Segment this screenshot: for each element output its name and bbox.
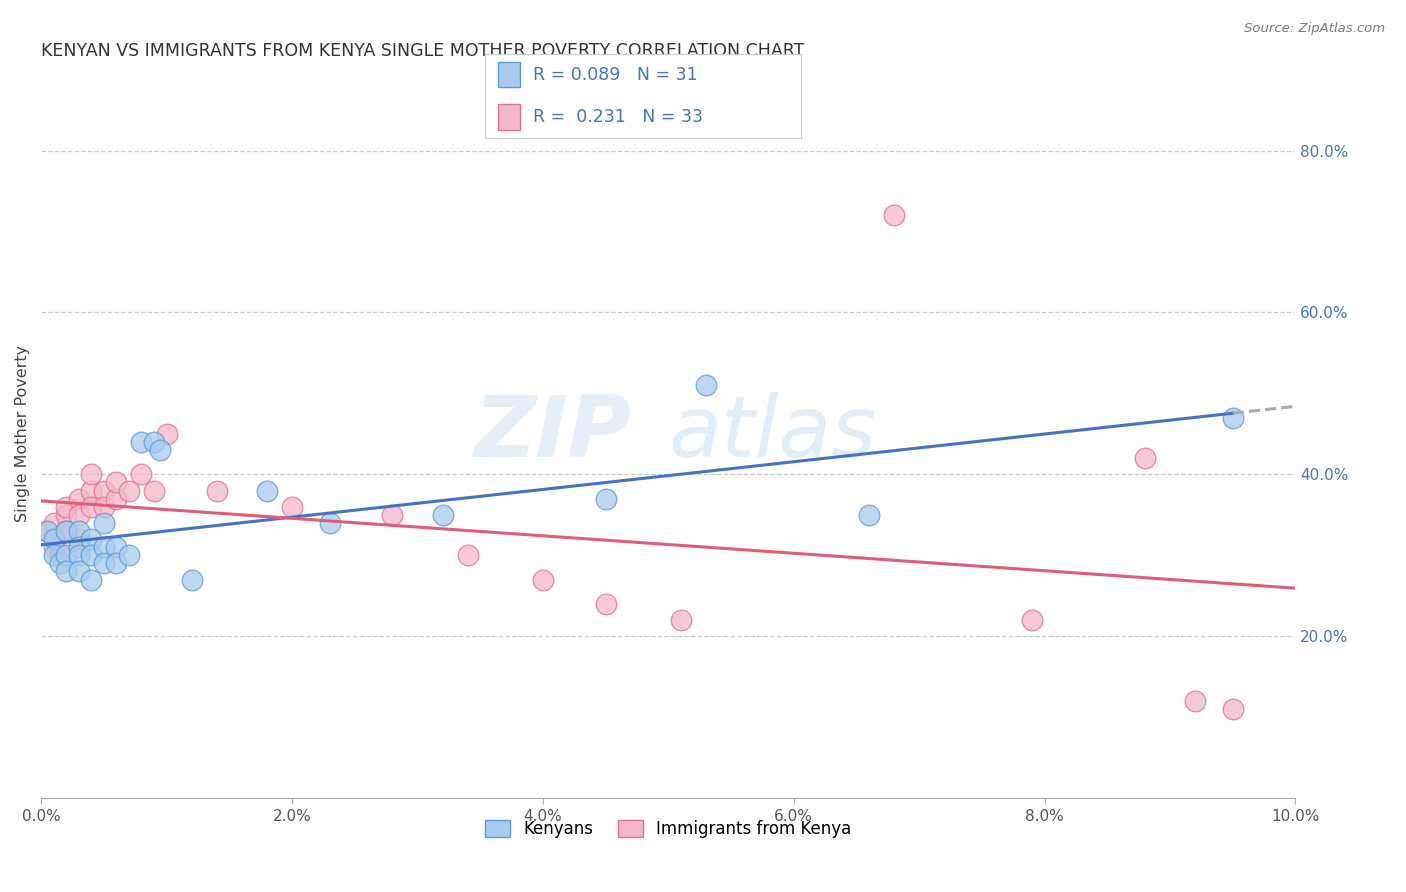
Point bbox=[80, 549, 103, 563]
Bar bbox=[498, 104, 520, 130]
Point bbox=[595, 597, 617, 611]
Point bbox=[143, 483, 166, 498]
Point bbox=[695, 378, 717, 392]
Point bbox=[318, 516, 340, 530]
Point bbox=[55, 524, 77, 538]
Point bbox=[93, 516, 115, 530]
Point bbox=[67, 524, 90, 538]
Point bbox=[205, 483, 228, 498]
Point bbox=[105, 557, 128, 571]
Text: ZIP: ZIP bbox=[472, 392, 631, 475]
Point bbox=[49, 557, 72, 571]
Point bbox=[1222, 410, 1244, 425]
Point bbox=[381, 508, 404, 522]
Point bbox=[67, 549, 90, 563]
Point bbox=[118, 549, 141, 563]
Point bbox=[80, 573, 103, 587]
Point bbox=[281, 500, 304, 514]
Point bbox=[42, 516, 65, 530]
Point bbox=[669, 613, 692, 627]
Point bbox=[80, 532, 103, 546]
Point bbox=[105, 540, 128, 554]
Point bbox=[37, 524, 59, 538]
Point bbox=[93, 500, 115, 514]
Point bbox=[180, 573, 202, 587]
Point bbox=[42, 540, 65, 554]
Text: R =  0.231   N = 33: R = 0.231 N = 33 bbox=[533, 108, 703, 126]
Point bbox=[67, 508, 90, 522]
Point bbox=[55, 524, 77, 538]
Point bbox=[80, 500, 103, 514]
Point bbox=[1222, 702, 1244, 716]
Point bbox=[1133, 451, 1156, 466]
Point bbox=[93, 540, 115, 554]
Point bbox=[1184, 694, 1206, 708]
Point bbox=[42, 549, 65, 563]
Point bbox=[93, 557, 115, 571]
Point bbox=[1021, 613, 1043, 627]
Point bbox=[55, 500, 77, 514]
Point bbox=[80, 467, 103, 482]
Text: atlas: atlas bbox=[668, 392, 876, 475]
Point bbox=[67, 565, 90, 579]
Point bbox=[80, 483, 103, 498]
Point bbox=[131, 435, 153, 450]
Point bbox=[143, 435, 166, 450]
Text: Source: ZipAtlas.com: Source: ZipAtlas.com bbox=[1244, 22, 1385, 36]
Point bbox=[67, 540, 90, 554]
Bar bbox=[498, 62, 520, 87]
Point bbox=[105, 491, 128, 506]
Point bbox=[432, 508, 454, 522]
Point bbox=[858, 508, 880, 522]
Point bbox=[457, 549, 479, 563]
Point bbox=[105, 475, 128, 490]
Point bbox=[595, 491, 617, 506]
Text: KENYAN VS IMMIGRANTS FROM KENYA SINGLE MOTHER POVERTY CORRELATION CHART: KENYAN VS IMMIGRANTS FROM KENYA SINGLE M… bbox=[41, 42, 804, 60]
Point bbox=[67, 532, 90, 546]
Point bbox=[37, 524, 59, 538]
Point bbox=[67, 491, 90, 506]
Point bbox=[155, 426, 177, 441]
Text: R = 0.089   N = 31: R = 0.089 N = 31 bbox=[533, 66, 697, 84]
Point bbox=[149, 443, 172, 458]
Point bbox=[55, 565, 77, 579]
Point bbox=[55, 508, 77, 522]
Point bbox=[883, 208, 905, 222]
Legend: Kenyans, Immigrants from Kenya: Kenyans, Immigrants from Kenya bbox=[478, 813, 859, 845]
Point bbox=[118, 483, 141, 498]
Point bbox=[93, 483, 115, 498]
Point bbox=[55, 549, 77, 563]
Point bbox=[49, 549, 72, 563]
Point bbox=[531, 573, 554, 587]
Y-axis label: Single Mother Poverty: Single Mother Poverty bbox=[15, 345, 30, 523]
Point bbox=[131, 467, 153, 482]
Point bbox=[42, 532, 65, 546]
Point bbox=[256, 483, 278, 498]
